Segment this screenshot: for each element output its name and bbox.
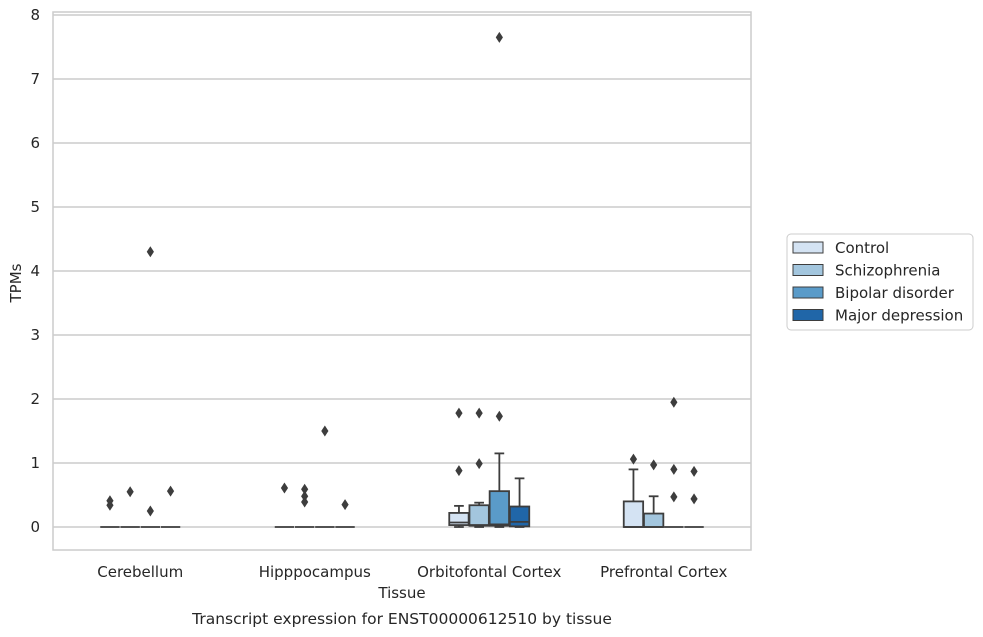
box [508, 505, 531, 528]
outlier-point [475, 407, 483, 419]
legend: Control Schizophrenia Bipolar disorder Majo… [786, 233, 974, 331]
outlier-point [670, 463, 678, 475]
y-tick-label: 4 [30, 262, 40, 280]
legend-label: Schizophrenia [835, 262, 940, 280]
outlier-point [321, 425, 329, 437]
box [622, 500, 645, 528]
legend-swatch [792, 309, 824, 321]
outlier-point [475, 458, 483, 470]
y-tick-label: 3 [30, 326, 40, 344]
outlier-point [670, 491, 678, 503]
outlier-point [650, 459, 658, 471]
x-tick-label: Prefrontal Cortex [600, 563, 727, 581]
y-tick-labels: 0 1 2 3 4 5 6 7 8 [30, 6, 40, 536]
box [488, 490, 510, 527]
legend-frame [786, 233, 974, 331]
outlier-point [301, 490, 309, 502]
y-tick-label: 6 [30, 134, 40, 152]
outlier-point [106, 495, 114, 507]
outlier-point [280, 482, 289, 494]
y-axis-label: TPMs [7, 263, 25, 303]
x-tick-label: Orbitofontal Cortex [417, 563, 561, 581]
outlier-point [455, 465, 463, 477]
x-axis-label: Tissue [377, 584, 425, 602]
box [643, 512, 665, 528]
outlier-point [301, 483, 309, 495]
outlier-point [495, 410, 503, 422]
box [468, 504, 490, 527]
outlier-point [146, 505, 154, 517]
outlier-point [629, 453, 638, 465]
outlier-point [146, 246, 154, 258]
outlier-point [341, 499, 349, 511]
x-tick-label: Cerebellum [97, 563, 183, 581]
x-tick-labels: Cerebellum Hipppocampus Orbitofontal Corte… [97, 563, 727, 581]
outlier-point [455, 407, 463, 419]
y-tick-label: 5 [30, 198, 40, 216]
legend-label: Major depression [835, 307, 963, 325]
legend-swatch [792, 286, 824, 299]
outlier-point [495, 31, 503, 43]
plot-frame [52, 11, 752, 551]
outlier-point [690, 493, 698, 505]
y-tick-label: 7 [30, 70, 40, 88]
chart-caption: Transcript expression for ENST0000061251… [191, 610, 612, 628]
box-plot-series [100, 31, 704, 528]
outlier-point [126, 486, 134, 498]
y-tick-label: 8 [30, 6, 40, 24]
y-tick-label: 2 [30, 390, 40, 408]
legend-label: Control [835, 239, 889, 257]
legend-swatch [792, 264, 824, 276]
y-tick-label: 1 [30, 454, 40, 472]
grid-lines [53, 14, 751, 528]
outlier-point [670, 396, 678, 408]
y-tick-label: 0 [30, 518, 40, 536]
outlier-point [690, 465, 698, 477]
legend-label: Bipolar disorder [835, 284, 955, 302]
legend-swatch [792, 241, 824, 254]
outlier-point [301, 496, 309, 508]
x-tick-label: Hipppocampus [259, 563, 371, 581]
outlier-point [166, 485, 175, 497]
